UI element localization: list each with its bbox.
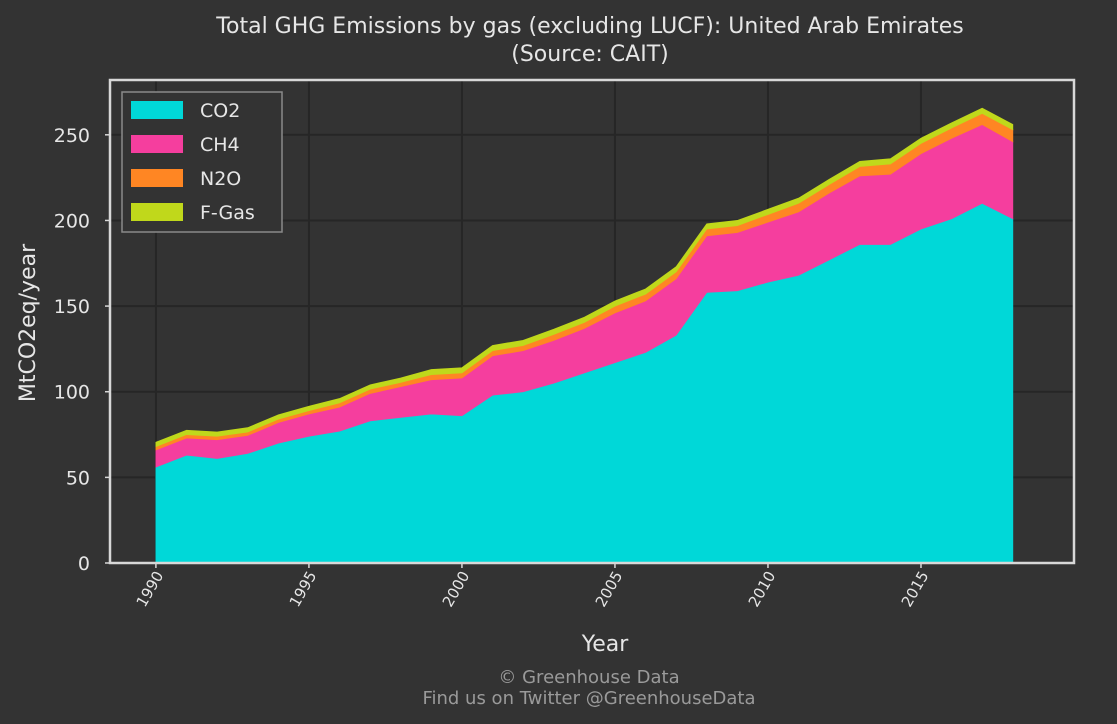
- y-tick-label: 200: [54, 210, 90, 232]
- legend-swatch-n2o: [131, 169, 183, 187]
- x-axis-label: Year: [581, 632, 630, 657]
- legend-label: CH4: [200, 134, 240, 156]
- legend-label: F-Gas: [200, 202, 255, 224]
- legend-swatch-ch4: [131, 135, 183, 153]
- y-tick-label: 100: [54, 382, 90, 404]
- y-tick-label: 0: [78, 553, 90, 575]
- y-tick-label: 250: [54, 125, 90, 147]
- stacked-areas: [155, 107, 1014, 564]
- x-tick-label: 2000: [439, 568, 474, 610]
- area-series-f-gas: [155, 107, 1014, 448]
- x-tick-label: 2005: [592, 568, 627, 610]
- plot-frame: [108, 78, 1076, 565]
- y-tick-label: 150: [54, 296, 90, 318]
- y-axis-ticks: 0 50 100 150 200 250: [54, 125, 110, 575]
- chart-subtitle: (Source: CAIT): [511, 42, 668, 67]
- legend: CO2 CH4 N2O F-Gas: [121, 91, 283, 233]
- legend-swatch-co2: [131, 101, 183, 119]
- x-axis-ticks: 1990 1995 2000 2005 2010 2015: [133, 563, 933, 610]
- x-tick-label: 1995: [286, 568, 321, 610]
- legend-swatch-f-gas: [131, 203, 183, 221]
- y-axis-label: MtCO2eq/year: [16, 243, 41, 402]
- legend-label: CO2: [200, 100, 240, 122]
- y-tick-label: 50: [66, 467, 90, 489]
- footer-copyright: © Greenhouse Data: [498, 667, 679, 688]
- chart-title: Total GHG Emissions by gas (excluding LU…: [215, 14, 963, 39]
- area-series-co2: [155, 202, 1014, 564]
- x-tick-label: 2010: [745, 568, 780, 610]
- x-tick-label: 1990: [133, 568, 168, 610]
- legend-label: N2O: [200, 168, 241, 190]
- x-tick-label: 2015: [898, 568, 933, 610]
- footer-twitter: Find us on Twitter @GreenhouseData: [422, 688, 755, 709]
